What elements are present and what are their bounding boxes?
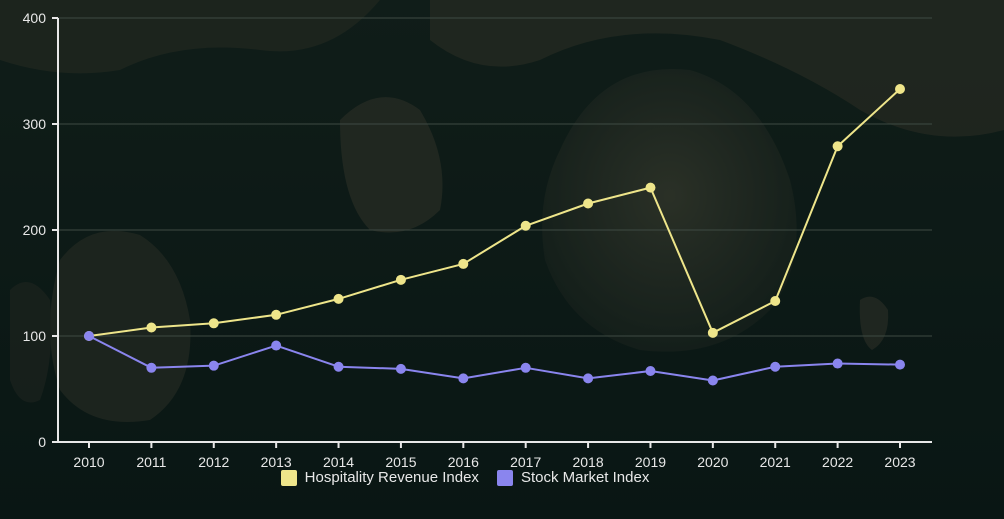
data-point[interactable] (770, 361, 781, 372)
data-point[interactable] (520, 220, 531, 231)
data-point[interactable] (707, 327, 718, 338)
x-tick-label: 2020 (697, 454, 728, 470)
data-point[interactable] (707, 375, 718, 386)
x-tick-label: 2019 (635, 454, 666, 470)
data-point[interactable] (458, 258, 469, 269)
data-point[interactable] (458, 373, 469, 384)
legend-item-stock[interactable]: Stock Market Index (496, 469, 650, 486)
x-tick-label: 2014 (323, 454, 354, 470)
data-point[interactable] (645, 182, 656, 193)
series-1 (84, 331, 905, 386)
legend-swatch-revenue (280, 469, 297, 486)
data-point[interactable] (832, 358, 843, 369)
data-point[interactable] (333, 293, 344, 304)
data-point[interactable] (395, 274, 406, 285)
data-point[interactable] (84, 331, 94, 341)
data-point[interactable] (271, 309, 282, 320)
x-tick-label: 2010 (73, 454, 104, 470)
x-tick-label: 2013 (261, 454, 292, 470)
data-point[interactable] (895, 359, 905, 370)
legend-label-stock: Stock Market Index (520, 469, 650, 486)
y-tick-label: 200 (23, 222, 47, 238)
data-point[interactable] (583, 198, 594, 209)
data-point[interactable] (832, 141, 843, 152)
x-tick-label: 2017 (510, 454, 541, 470)
data-point[interactable] (271, 340, 282, 351)
x-tick-label: 2022 (822, 454, 853, 470)
x-tick-label: 2016 (448, 454, 479, 470)
x-tick-label: 2015 (385, 454, 416, 470)
y-tick-label: 0 (38, 434, 46, 450)
y-tick-label: 400 (23, 10, 47, 26)
series-0 (84, 84, 905, 341)
x-tick-label: 2012 (198, 454, 229, 470)
data-point[interactable] (895, 84, 905, 95)
data-point[interactable] (208, 360, 219, 371)
x-tick-label: 2023 (884, 454, 915, 470)
series (84, 84, 905, 386)
data-point[interactable] (645, 365, 656, 376)
x-tick-labels: 2010 2011 2012 2013 2014 2015 2016 2017 2018 2019… (73, 442, 916, 470)
data-point[interactable] (583, 373, 594, 384)
y-tick-label: 100 (23, 328, 47, 344)
series-line (88, 335, 901, 382)
data-point[interactable] (333, 361, 344, 372)
data-point[interactable] (770, 296, 781, 307)
data-point[interactable] (146, 322, 157, 333)
legend-swatch-stock (496, 469, 513, 486)
x-tick-label: 2021 (760, 454, 791, 470)
y-tick-labels: 0 100 200 300 400 (23, 10, 58, 450)
series-line (88, 88, 901, 337)
legend-item-revenue[interactable]: Hospitality Revenue Index (280, 469, 479, 486)
grid-lines (58, 17, 932, 337)
data-point[interactable] (520, 362, 531, 373)
x-tick-label: 2018 (572, 454, 603, 470)
x-tick-label: 2011 (136, 454, 166, 470)
data-point[interactable] (146, 362, 157, 373)
y-tick-label: 300 (23, 116, 47, 132)
data-point[interactable] (208, 318, 219, 329)
data-point[interactable] (395, 363, 406, 374)
legend-label-revenue: Hospitality Revenue Index (304, 469, 479, 486)
legend: Hospitality Revenue Index Stock Market I… (0, 469, 930, 486)
